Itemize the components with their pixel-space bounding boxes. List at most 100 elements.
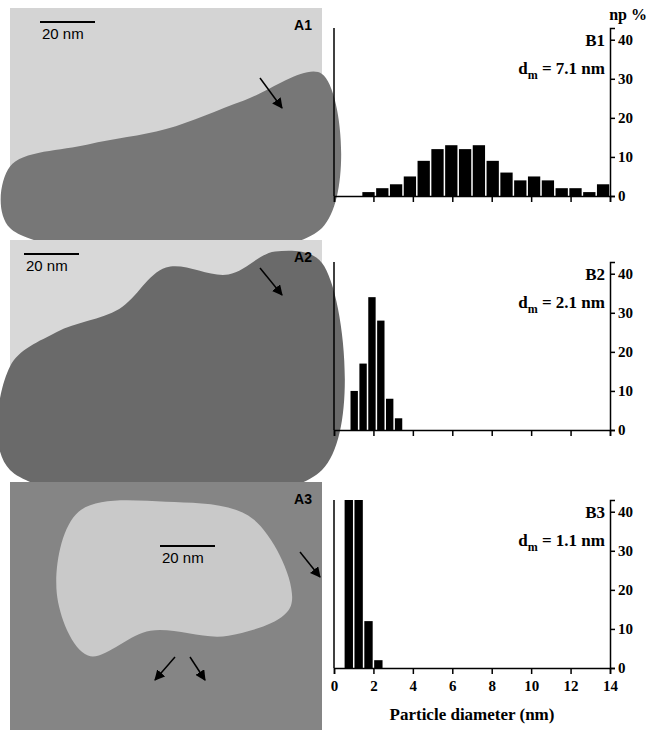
x-tick-mark [452, 430, 454, 436]
bar [359, 364, 366, 430]
arrow [155, 657, 175, 680]
y-tick-mark [610, 313, 615, 315]
bar [354, 500, 362, 668]
x-tick: 10 [524, 668, 539, 694]
y-tick-label: 20 [618, 582, 633, 598]
scale-bar [160, 545, 215, 547]
bar [542, 180, 554, 196]
annotation: dm = 7.1 nm [518, 59, 605, 82]
micrograph-region [1, 72, 342, 257]
bars [345, 500, 383, 668]
y-tick: 20 [610, 110, 633, 126]
y-tick-label: 20 [618, 344, 633, 360]
arrow [260, 268, 282, 295]
x-tick-mark [491, 668, 493, 674]
y-tick: 40 [610, 504, 633, 520]
x-tick-label: 6 [449, 678, 457, 694]
x-tick: 4 [410, 668, 418, 694]
arrow [300, 552, 320, 577]
y-tick: 10 [610, 621, 633, 637]
micrograph-region [56, 500, 292, 656]
x-tick-mark [531, 196, 533, 202]
y-tick-mark [610, 79, 615, 81]
annotation-part: m [528, 68, 538, 82]
panel-label: A3 [294, 491, 312, 507]
x-axis [335, 430, 611, 436]
x-tick-mark [570, 196, 572, 202]
panel-label: A1 [294, 17, 312, 33]
bar [556, 188, 568, 196]
y-tick: 40 [610, 266, 633, 282]
x-tick [413, 430, 414, 436]
x-tick-mark [334, 668, 336, 674]
bars [362, 145, 609, 196]
y-tick-mark [610, 668, 615, 670]
y-tick: 0 [610, 660, 626, 676]
micrograph-background [10, 482, 322, 730]
y-tick-label: 20 [618, 110, 633, 126]
frame-line [333, 28, 335, 196]
y-tick-label: 30 [618, 71, 633, 87]
y-tick-label: 0 [618, 422, 626, 438]
scale-bar-label: 20 nm [162, 549, 204, 566]
x-tick: 12 [564, 668, 579, 694]
x-tick [571, 196, 572, 202]
histogram-panel: 02468101214010203040B3dm = 1.1 nmParticl… [331, 500, 633, 724]
x-tick [531, 196, 532, 202]
y-tick: 0 [610, 422, 626, 438]
micrograph: 20 nm A3 [10, 482, 322, 730]
bar [364, 621, 372, 668]
bar [390, 184, 402, 196]
y-tick-mark [610, 39, 615, 41]
y-tick-mark [610, 590, 615, 592]
x-tick [334, 196, 335, 202]
x-tick-label: 14 [603, 678, 619, 694]
bars [351, 297, 403, 430]
scale-bar [24, 253, 79, 255]
bar [514, 180, 526, 196]
panel-label: A2 [294, 249, 312, 265]
arrow [190, 657, 205, 680]
x-tick-mark [373, 196, 375, 202]
x-tick-mark [334, 196, 336, 202]
y-tick-mark [610, 273, 615, 275]
x-tick-mark [373, 430, 375, 436]
y-tick-label: 0 [618, 188, 626, 204]
y-tick-mark [610, 118, 615, 120]
x-tick-label: 12 [564, 678, 579, 694]
x-tick-mark [413, 196, 415, 202]
histogram-panel: 010203040B2dm = 2.1 nm [334, 262, 633, 438]
y-axis: 010203040 [610, 263, 633, 439]
x-tick [373, 196, 374, 202]
y-tick: 0 [610, 188, 626, 204]
scale-bar [40, 21, 95, 23]
x-tick [334, 430, 335, 436]
y-tick: 30 [610, 305, 633, 321]
bar [445, 145, 457, 196]
annotation: dm = 1.1 nm [518, 531, 605, 554]
annotation-part: = 1.1 nm [538, 531, 605, 550]
panel-label: B1 [585, 31, 605, 50]
x-tick-mark [531, 430, 533, 436]
bar [395, 418, 402, 430]
frame-line [333, 262, 335, 430]
y-tick-label: 10 [618, 621, 633, 637]
bar [597, 184, 609, 196]
bar [362, 192, 374, 196]
x-axis-title: Particle diameter (nm) [390, 705, 555, 724]
x-tick-label: 0 [331, 678, 339, 694]
bar [345, 500, 353, 668]
y-tick-mark [610, 551, 615, 553]
bar [374, 660, 382, 668]
y-tick-label: 40 [618, 266, 633, 282]
y-tick: 30 [610, 543, 633, 559]
x-tick [531, 430, 532, 436]
bar [473, 145, 485, 196]
bar [418, 161, 430, 196]
x-tick [413, 196, 414, 202]
frame-line [333, 500, 335, 668]
x-tick-mark [413, 668, 415, 674]
histogram-panel: 010203040B1dm = 7.1 nmnp % [334, 6, 647, 204]
bar [583, 192, 595, 196]
y-tick-label: 40 [618, 504, 633, 520]
